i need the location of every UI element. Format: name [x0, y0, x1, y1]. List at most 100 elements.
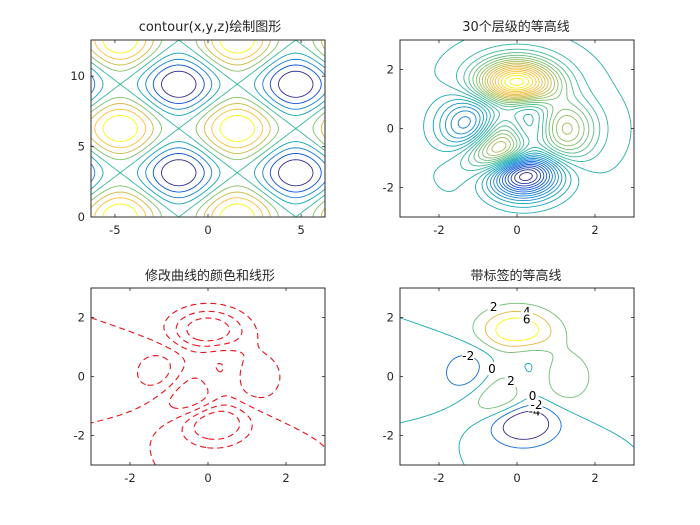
x-tick-label: 5 [297, 223, 304, 237]
subplot-1-title: contour(x,y,z)绘制图形 [139, 20, 282, 35]
contour-line-level-8 [450, 110, 477, 135]
contour-line-level-2 [262, 58, 325, 110]
y-tick-label: 10 [70, 69, 85, 83]
x-tick-label: 0 [513, 471, 520, 485]
contour-line-level-6 [320, 119, 325, 138]
contour-line-level-25 [494, 69, 540, 94]
contour-line-level-5 [91, 96, 162, 161]
x-tick-label: 2 [591, 223, 598, 237]
contour-label-bg [526, 389, 539, 403]
contour-line-level-21 [484, 62, 552, 99]
x-tick-label: 2 [282, 471, 289, 485]
contour-line-level-12 [423, 94, 491, 153]
contour-line-level-15 [463, 48, 601, 158]
y-tick-label: 2 [78, 311, 85, 325]
contour-line-level-2 [145, 58, 213, 110]
contour-label: 2 [490, 300, 498, 314]
contour-line-level-9 [445, 106, 481, 139]
contour-line-level-20 [561, 122, 573, 135]
contour-line-level-2 [262, 147, 325, 199]
contour-line-level-8 [102, 40, 138, 54]
x-tick-label: 0 [204, 471, 211, 485]
contour-line-level-6 [320, 40, 325, 50]
subplot-4-axes [399, 287, 635, 466]
subplot-3-plot: -2 0 2 -2 0 2 [74, 287, 326, 485]
contour-line-level-5 [312, 40, 325, 57]
contour-line-level-0 [278, 159, 314, 187]
contour-line-level-18 [482, 133, 515, 159]
contour-line-level-19 [555, 115, 580, 142]
y-tick-label: 2 [387, 311, 394, 325]
contour-label-bg [462, 348, 475, 362]
contour-line-level-6 [320, 207, 325, 217]
y-tick-label: 0 [78, 210, 85, 224]
contour-line-level-0 [518, 172, 533, 181]
contour-line-level-2 [524, 362, 533, 373]
contour-line-level-0 [193, 410, 241, 440]
subplot-1-axes [90, 39, 326, 218]
contour-line-level-20 [481, 60, 555, 101]
contour-line-level-5 [186, 317, 231, 342]
contour-line-level-7 [94, 197, 147, 217]
contour-line-level-1 [269, 64, 322, 104]
contour-line-level-7 [211, 40, 264, 60]
contour-line-level-2 [215, 362, 224, 373]
contour-line-level-2 [91, 74, 96, 94]
contour-line-level-4 [91, 40, 325, 85]
contour-label-bg [504, 373, 517, 387]
contour-line-level-16 [468, 52, 595, 154]
contour-line-level-3 [168, 377, 209, 409]
contour-label-bg [485, 362, 498, 376]
contour-line-level-1 [137, 355, 171, 386]
y-tick-label: 0 [78, 370, 85, 384]
contour-label: 4 [523, 305, 531, 319]
y-tick-label: -2 [383, 181, 394, 195]
contour-label: -4 [529, 405, 541, 419]
contour-line-level-0 [278, 70, 314, 98]
y-tick-label: 0 [387, 370, 394, 384]
subplot-3: 修改曲线的颜色和线形 -2 0 2 -2 0 2 [74, 268, 326, 485]
contour-line-level-24 [492, 67, 543, 95]
contour-line-level-6 [203, 103, 271, 154]
contour-line-level-6 [91, 40, 154, 66]
contour-line-level-5 [501, 162, 550, 193]
contour-line-level-3 [91, 67, 104, 101]
contour-line-level-7 [457, 116, 471, 129]
x-tick-label: -2 [124, 471, 135, 485]
contour-line-level-7 [211, 108, 264, 149]
contour-line-level-2 [145, 147, 213, 199]
x-tick-label: 0 [513, 223, 520, 237]
contour-label: -2 [462, 349, 474, 363]
contour-line-level-1 [514, 169, 538, 185]
contour-line-level-3 [137, 52, 221, 116]
contour-line-level-1 [152, 64, 205, 104]
contour-line-level-5 [312, 200, 325, 217]
contour-line-level-1 [181, 404, 253, 449]
contour-line-level-7 [211, 197, 264, 217]
contour-line-level-1 [269, 153, 322, 193]
contour-line-level-26 [497, 70, 537, 93]
contour-line-level-5 [195, 185, 279, 217]
contour-line-level-28 [504, 74, 530, 89]
contour-line-level-11 [432, 99, 488, 147]
x-tick-label: 0 [204, 223, 211, 237]
y-tick-label: -2 [383, 429, 394, 443]
contour-line-level-17 [472, 54, 590, 151]
contour-line-level-23 [489, 65, 546, 97]
contour-line-level-5 [91, 40, 162, 72]
subplot-2: 30个层级的等高线 -2 0 2 -2 0 2 [383, 19, 635, 237]
contour-line-level-13 [523, 113, 534, 127]
contour-line-level-27 [500, 72, 534, 91]
contour-line-level-3 [507, 165, 545, 189]
contour-line-level-3 [254, 52, 325, 116]
contour-line-level-0 [161, 70, 197, 98]
contour-line-level-5 [195, 40, 279, 72]
contour-label-bg [487, 300, 500, 314]
contour-label: -2 [531, 398, 543, 412]
contour-line-level-18 [475, 57, 563, 104]
contour-line-level-6 [91, 191, 154, 217]
contour-line-level-13 [433, 40, 632, 193]
